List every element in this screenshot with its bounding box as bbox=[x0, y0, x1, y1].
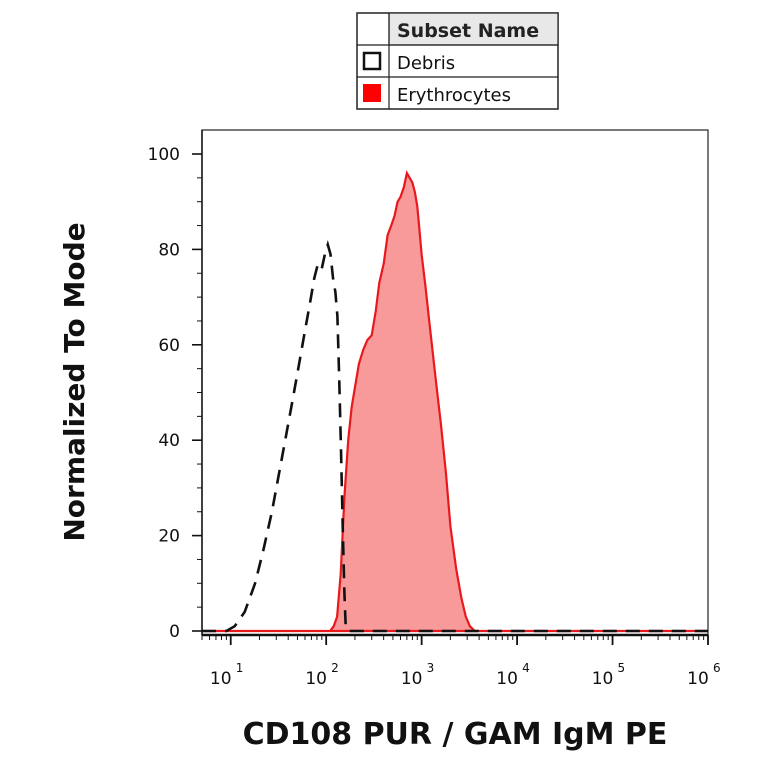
y-tick-label: 0 bbox=[169, 622, 180, 642]
x-tick-label: 10 bbox=[210, 669, 232, 689]
plot-area: 10 1 10 2 10 3 10 4 10 5 10 6 0 20 40 60 80 100 bbox=[148, 129, 721, 689]
x-tick-label: 10 bbox=[687, 669, 709, 689]
x-tick-exponent: 6 bbox=[713, 661, 721, 675]
legend-swatch-debris bbox=[362, 51, 382, 71]
y-axis-title: Normalized To Mode bbox=[58, 222, 91, 541]
y-tick-label: 100 bbox=[148, 145, 180, 165]
x-axis-ticks: 10 1 10 2 10 3 10 4 10 5 10 6 bbox=[201, 635, 721, 689]
x-tick-label: 10 bbox=[401, 669, 423, 689]
x-tick-exponent: 1 bbox=[236, 661, 244, 675]
x-tick-exponent: 4 bbox=[522, 661, 530, 675]
x-tick-exponent: 5 bbox=[618, 661, 626, 675]
x-tick-label: 10 bbox=[592, 669, 614, 689]
series-debris-line bbox=[202, 239, 708, 633]
legend-header: Subset Name bbox=[397, 20, 539, 42]
legend-label-debris: Debris bbox=[397, 53, 455, 74]
legend: Subset Name Debris Erythrocytes bbox=[356, 12, 559, 110]
x-tick-exponent: 3 bbox=[427, 661, 435, 675]
y-tick-label: 20 bbox=[158, 527, 180, 547]
y-tick-label: 80 bbox=[158, 240, 180, 260]
x-tick-label: 10 bbox=[305, 669, 327, 689]
x-tick-label: 10 bbox=[496, 669, 518, 689]
legend-label-erythrocytes: Erythrocytes bbox=[397, 85, 511, 106]
x-tick-exponent: 2 bbox=[331, 661, 339, 675]
series-erythrocytes-area bbox=[202, 170, 708, 633]
legend-header-bg bbox=[388, 12, 559, 46]
legend-swatch-erythrocytes bbox=[363, 84, 381, 102]
x-axis-title: CD108 PUR / GAM IgM PE bbox=[243, 717, 668, 752]
y-axis-ticks: 0 20 40 60 80 100 bbox=[148, 145, 202, 642]
y-tick-label: 60 bbox=[158, 336, 180, 356]
y-tick-label: 40 bbox=[158, 431, 180, 451]
